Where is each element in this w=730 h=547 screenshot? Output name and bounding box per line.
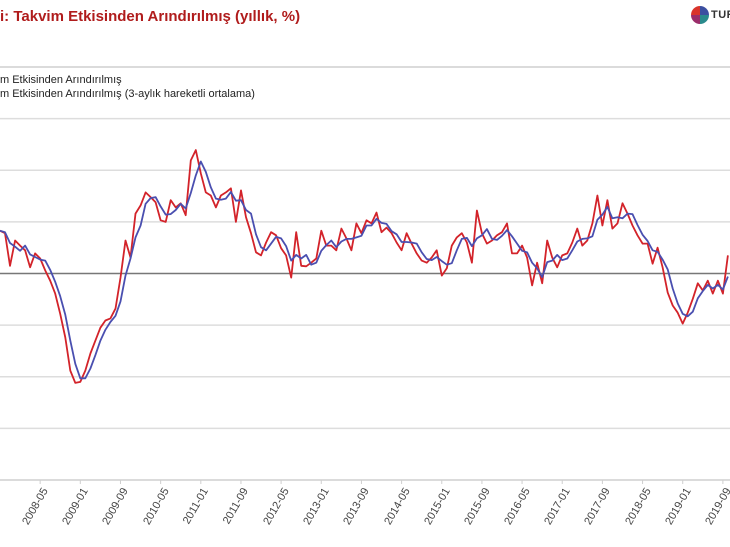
logo: TUR (691, 6, 730, 24)
logo-mark-icon (691, 6, 709, 24)
legend-entry-red: m Etkisinden Arındırılmış (0, 74, 122, 86)
legend: m Etkisinden Arındırılmış m Etkisinden A… (0, 73, 255, 101)
legend-entry-blue: m Etkisinden Arındırılmış (3-aylık harek… (0, 88, 255, 100)
chart-title: i: Takvim Etkisinden Arındırılmış (yıllı… (0, 8, 301, 25)
series-line-blue (0, 160, 729, 380)
series-line-red (0, 149, 729, 384)
logo-text: TUR (711, 9, 730, 21)
